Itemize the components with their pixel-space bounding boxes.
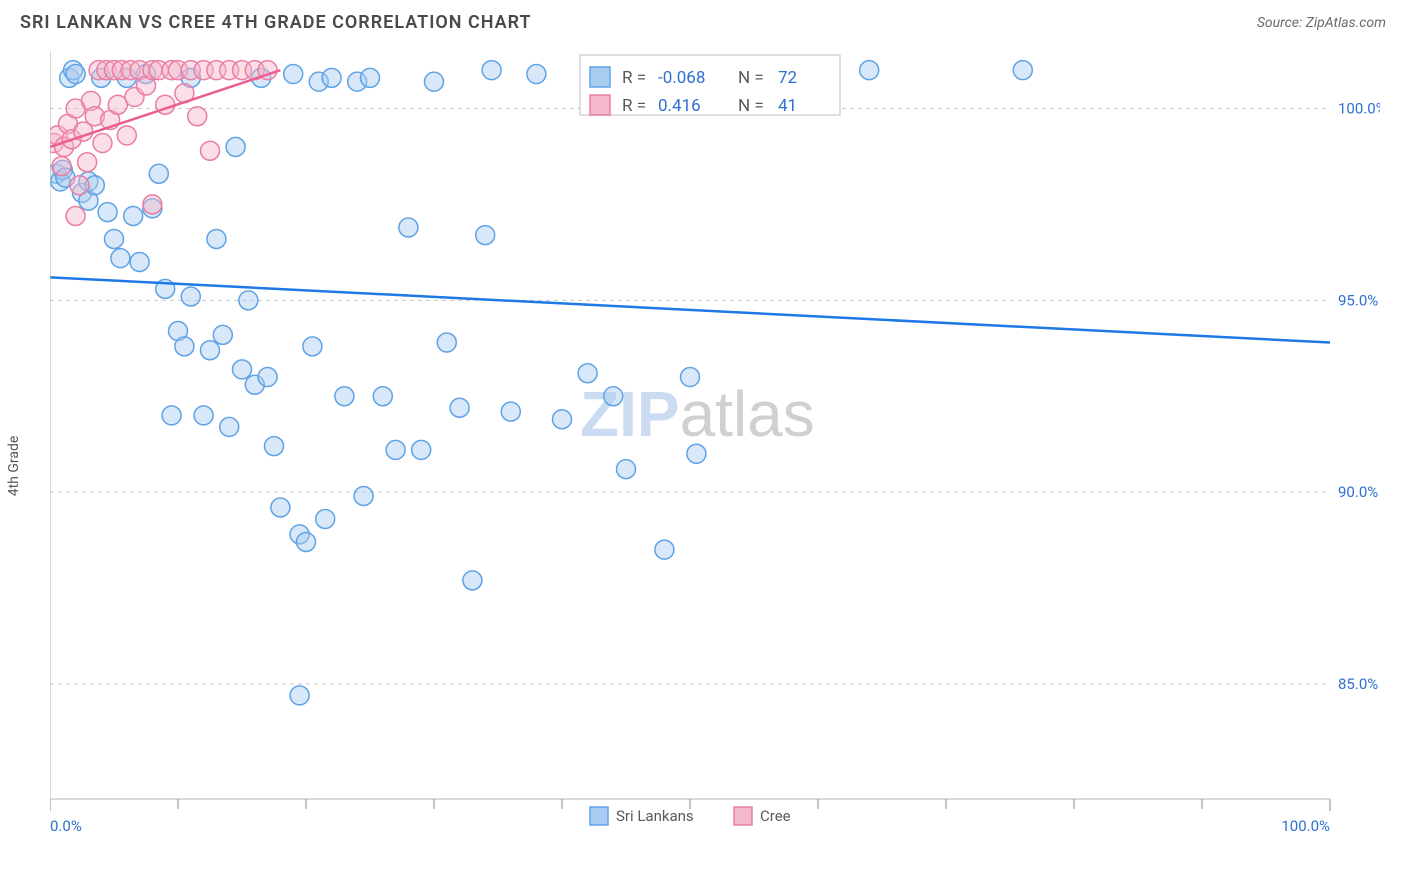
data-point [271, 498, 290, 517]
scatter-plot: 85.0%90.0%95.0%100.0%ZIPatlas0.0%100.0%R… [50, 41, 1380, 831]
data-point [373, 387, 392, 406]
data-point [303, 337, 322, 356]
data-point [181, 287, 200, 306]
data-point [78, 153, 97, 172]
data-point [425, 72, 444, 91]
data-point [399, 218, 418, 237]
data-point [175, 337, 194, 356]
data-point [124, 206, 143, 225]
data-point [437, 333, 456, 352]
data-point [450, 398, 469, 417]
data-point [265, 437, 284, 456]
data-point [213, 325, 232, 344]
data-point [687, 444, 706, 463]
data-point [93, 134, 112, 153]
data-point [194, 406, 213, 425]
data-point [258, 368, 277, 387]
data-point [66, 65, 85, 84]
data-point [463, 571, 482, 590]
legend-swatch [590, 67, 610, 87]
data-point [66, 206, 85, 225]
data-point [188, 107, 207, 126]
legend-swatch [590, 95, 610, 115]
data-point [162, 406, 181, 425]
data-point [412, 440, 431, 459]
data-point [617, 460, 636, 479]
data-point [130, 252, 149, 271]
legend-series-label: Cree [760, 807, 791, 825]
data-point [297, 532, 316, 551]
legend-r-label: R = [622, 96, 646, 116]
data-point [476, 226, 495, 245]
data-point [655, 540, 674, 559]
data-point [681, 368, 700, 387]
y-tick-label: 85.0% [1338, 675, 1378, 693]
data-point [553, 410, 572, 429]
y-tick-label: 95.0% [1338, 291, 1378, 309]
y-axis-label: 4th Grade [6, 436, 22, 497]
data-point [316, 509, 335, 528]
data-point [860, 61, 879, 80]
data-point [207, 229, 226, 248]
data-point [335, 387, 354, 406]
legend-swatch [734, 807, 752, 825]
chart-header: SRI LANKAN VS CREE 4TH GRADE CORRELATION… [0, 0, 1406, 41]
data-point [1013, 61, 1032, 80]
data-point [117, 126, 136, 145]
data-point [226, 137, 245, 156]
data-point [482, 61, 501, 80]
x-tick-label: 100.0% [1281, 817, 1330, 831]
legend-r-value: -0.068 [658, 68, 705, 88]
data-point [386, 440, 405, 459]
data-point [361, 68, 380, 87]
data-point [501, 402, 520, 421]
chart-source: Source: ZipAtlas.com [1257, 15, 1386, 31]
x-tick-label: 0.0% [50, 817, 82, 831]
data-point [98, 203, 117, 222]
data-point [284, 65, 303, 84]
data-point [143, 195, 162, 214]
data-point [220, 417, 239, 436]
data-point [233, 360, 252, 379]
data-point [52, 157, 71, 176]
data-point [578, 364, 597, 383]
data-point [105, 229, 124, 248]
data-point [149, 164, 168, 183]
legend-n-value: 41 [778, 96, 797, 116]
legend-r-label: R = [622, 68, 646, 88]
legend-r-value: 0.416 [658, 96, 701, 116]
data-point [354, 486, 373, 505]
y-tick-label: 90.0% [1338, 483, 1378, 501]
legend-n-label: N = [738, 96, 764, 116]
data-point [527, 65, 546, 84]
data-point [239, 291, 258, 310]
data-point [604, 387, 623, 406]
y-tick-label: 100.0% [1338, 100, 1380, 118]
data-point [70, 176, 89, 195]
legend-n-value: 72 [778, 68, 797, 88]
data-point [201, 141, 220, 160]
data-point [111, 249, 130, 268]
chart-wrap: 4th Grade 85.0%90.0%95.0%100.0%ZIPatlas0… [0, 41, 1406, 891]
data-point [290, 686, 309, 705]
correlation-legend [580, 55, 840, 115]
data-point [322, 68, 341, 87]
legend-n-label: N = [738, 68, 764, 88]
data-point [201, 341, 220, 360]
legend-series-label: Sri Lankans [616, 807, 694, 825]
trend-line [50, 277, 1330, 342]
legend-swatch [590, 807, 608, 825]
chart-title: SRI LANKAN VS CREE 4TH GRADE CORRELATION… [20, 12, 532, 33]
